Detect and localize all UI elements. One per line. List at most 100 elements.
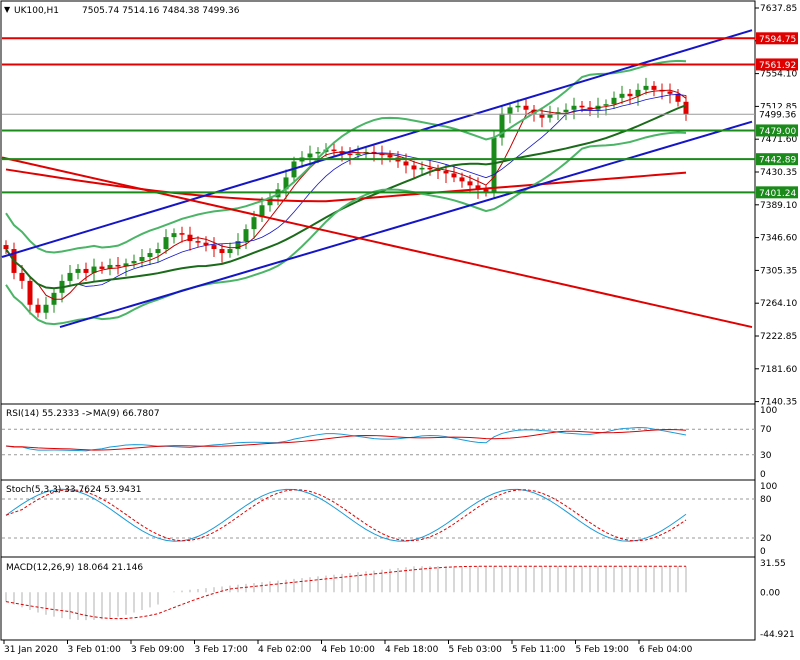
candle-body (211, 245, 217, 250)
candle-body (267, 197, 273, 206)
price-panel (0, 0, 756, 405)
chart-symbol: UK100,H1 (14, 6, 59, 16)
macd-tick-label: 31.55 (760, 559, 786, 569)
candle-body (443, 171, 449, 174)
candle-body (539, 113, 545, 118)
candle-body (667, 91, 673, 94)
candle-body (147, 253, 153, 258)
candle-body (139, 257, 145, 261)
ma-red-line (5, 168, 687, 203)
candle-body (131, 260, 137, 264)
candle-body (507, 107, 513, 114)
time-tick-label: 3 Feb 09:00 (131, 645, 185, 655)
candle-body (603, 104, 609, 106)
candle-body (203, 242, 209, 246)
candle-body (315, 151, 321, 154)
candle-body (643, 85, 649, 90)
time-tick-label: 3 Feb 17:00 (195, 645, 249, 655)
price-label-green: 7442.89 (759, 156, 796, 166)
price-tick-label: 7389.10 (760, 201, 797, 211)
candle-body (683, 101, 689, 115)
candle-body (563, 109, 569, 113)
price-label-current-box (756, 108, 798, 121)
rsi-label: RSI(14) 55.2333 ->MA(9) 66.7807 (6, 409, 160, 419)
price-label-red-box (756, 32, 798, 45)
channel-upper-line (1, 29, 753, 258)
candle-body (459, 177, 465, 182)
candle-body (387, 155, 393, 158)
chart-header-arrow: ▼ (4, 5, 11, 14)
price-label-red: 7561.92 (759, 61, 796, 71)
rsi-tick-label: 100 (760, 406, 777, 416)
axis-layer: 7637.857596.107554.107512.857471.607430.… (3, 4, 798, 655)
macd-panel (0, 556, 756, 641)
candle-body (571, 105, 577, 110)
candle-body (35, 304, 41, 313)
price-label-green: 7479.00 (759, 127, 796, 137)
candle-body (219, 249, 225, 254)
rsi-ma-line (5, 429, 687, 451)
price-tick-label: 7222.85 (760, 332, 797, 342)
price-label-red: 7594.75 (759, 35, 796, 45)
descending-trendline (1, 156, 753, 329)
candle-body (163, 237, 169, 250)
rsi-line (5, 427, 687, 452)
candle-body (115, 264, 121, 267)
price-tick-label: 7305.35 (760, 266, 797, 276)
price-label-red-box (756, 58, 798, 71)
candle-body (531, 109, 537, 114)
time-tick-label: 6 Feb 04:00 (639, 645, 693, 655)
candle-body (83, 268, 89, 273)
candle-body (355, 153, 361, 156)
candle-body (331, 149, 337, 152)
candle-body (651, 85, 657, 90)
candle-body (227, 249, 233, 254)
candle-body (27, 280, 33, 305)
candle-body (467, 181, 473, 186)
price-layer (1, 29, 755, 329)
candle-body (19, 272, 25, 281)
candle-body (91, 266, 97, 273)
stoch-layer (2, 488, 755, 542)
stoch-tick-label: 20 (760, 534, 772, 544)
price-tick-label: 7264.10 (760, 299, 797, 309)
macd-tick-label: 0.00 (760, 588, 780, 598)
candle-body (451, 173, 457, 178)
price-label-green: 7401.24 (759, 189, 796, 199)
price-label-green-box (756, 186, 798, 199)
stoch-tick-label: 0 (760, 547, 766, 557)
stoch-label: Stoch(5,3,3) 33.7624 53.9431 (6, 485, 141, 495)
price-label-current: 7499.36 (759, 111, 796, 121)
time-tick-label: 5 Feb 11:00 (512, 645, 566, 655)
price-tick-label: 7346.60 (760, 234, 797, 244)
rsi-layer (2, 427, 755, 456)
time-tick-label: 4 Feb 18:00 (385, 645, 439, 655)
candle-body (171, 233, 177, 238)
candle-body (523, 105, 529, 110)
candle-body (259, 205, 265, 218)
candle-body (107, 264, 113, 269)
ma-mid-line (5, 94, 687, 289)
time-tick-label: 3 Feb 01:00 (68, 645, 122, 655)
price-tick-label: 7140.35 (760, 398, 797, 408)
price-label-green-box (756, 124, 798, 137)
candle-body (99, 266, 105, 269)
stoch-signal-line (5, 489, 687, 542)
ma-green-line (5, 104, 687, 290)
rsi-tick-label: 30 (760, 451, 772, 461)
price-tick-label: 7512.85 (760, 102, 797, 112)
candle-body (235, 241, 241, 250)
price-tick-label: 7471.60 (760, 135, 797, 145)
macd-layer (5, 565, 687, 621)
candle-body (435, 169, 441, 172)
time-tick-label: 5 Feb 03:00 (449, 645, 503, 655)
candle-body (491, 137, 497, 192)
rsi-tick-label: 70 (760, 425, 772, 435)
candle-body (155, 249, 161, 254)
channel-lower-line (59, 120, 753, 329)
candle-body (67, 272, 73, 281)
candle-body (499, 113, 505, 138)
candle-body (675, 93, 681, 102)
macd-tick-label: -44.921 (760, 630, 795, 640)
